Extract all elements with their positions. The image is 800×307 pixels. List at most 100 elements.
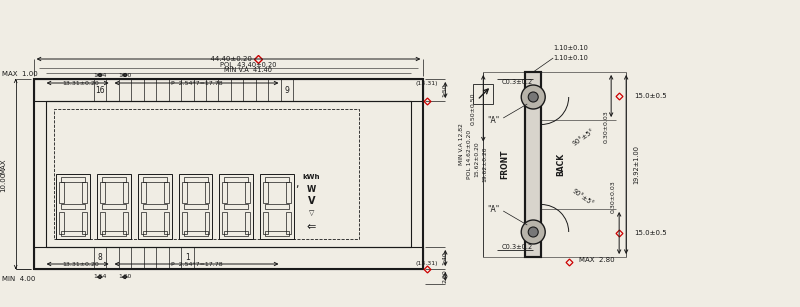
Text: 10.00: 10.00 (1, 172, 6, 192)
Bar (286, 212, 291, 234)
Bar (526, 72, 542, 257)
Bar (225, 204, 249, 209)
Bar (97, 174, 130, 239)
Text: 44.40±0.20: 44.40±0.20 (206, 56, 251, 62)
Text: BACK: BACK (557, 153, 566, 176)
Bar (163, 182, 169, 203)
Text: MIN V.A 12.82: MIN V.A 12.82 (458, 123, 464, 165)
Text: C0.3±0.2: C0.3±0.2 (502, 244, 533, 250)
Text: 16: 16 (95, 86, 105, 95)
Bar (178, 174, 213, 239)
Bar (246, 212, 250, 234)
Text: 1.50: 1.50 (442, 83, 448, 97)
Text: 13.31±0.20: 13.31±0.20 (62, 80, 99, 86)
Text: 15.0±0.5: 15.0±0.5 (634, 230, 666, 236)
Bar (142, 177, 166, 182)
Text: 19.92±1.00: 19.92±1.00 (633, 145, 639, 184)
Bar (34, 79, 423, 269)
Text: V: V (308, 196, 315, 206)
Bar (182, 182, 186, 203)
Text: W: W (306, 185, 316, 193)
Bar (122, 212, 127, 234)
Bar (225, 177, 249, 182)
Bar (266, 204, 290, 209)
Bar (266, 177, 290, 182)
Text: 1: 1 (185, 254, 190, 262)
Bar (526, 72, 542, 257)
Bar (222, 212, 227, 234)
Text: MAX: MAX (1, 158, 6, 174)
Bar (263, 212, 269, 234)
Text: POL  43.40±0.20: POL 43.40±0.20 (220, 62, 277, 68)
Bar (142, 231, 166, 236)
Text: (13.31): (13.31) (415, 262, 438, 266)
Text: ,: , (296, 179, 299, 189)
Circle shape (528, 92, 538, 102)
Text: 13.31±0.20: 13.31±0.20 (62, 262, 99, 266)
Text: MIN V.A  41.40: MIN V.A 41.40 (225, 67, 273, 73)
Text: "A": "A" (487, 204, 499, 213)
Bar (183, 231, 207, 236)
Bar (61, 231, 85, 236)
Text: 9: 9 (285, 86, 290, 95)
Bar (163, 212, 169, 234)
Text: 1.40: 1.40 (442, 251, 448, 265)
Bar (82, 182, 86, 203)
Bar (141, 212, 146, 234)
Text: MIN  4.00: MIN 4.00 (2, 276, 35, 282)
Text: kWh: kWh (302, 174, 320, 180)
Bar (263, 182, 269, 203)
Bar (58, 212, 64, 234)
Bar (102, 204, 126, 209)
Text: MAX  1.00: MAX 1.00 (2, 71, 38, 77)
Bar (102, 231, 126, 236)
Bar (138, 174, 171, 239)
Circle shape (522, 220, 546, 244)
Bar (141, 182, 146, 203)
Bar (56, 174, 90, 239)
Text: FRONT: FRONT (501, 150, 510, 179)
Bar (225, 231, 249, 236)
Bar (99, 182, 105, 203)
Bar (205, 212, 210, 234)
Text: 1.10±0.10: 1.10±0.10 (554, 45, 588, 51)
Text: C0.3±0.2: C0.3±0.2 (502, 79, 533, 85)
Circle shape (528, 227, 538, 237)
Bar (182, 212, 186, 234)
Bar (261, 174, 294, 239)
Text: MAX  2.80: MAX 2.80 (579, 257, 615, 263)
Bar (61, 177, 85, 182)
Text: 0.30±0.03: 0.30±0.03 (604, 111, 609, 143)
Circle shape (522, 85, 546, 109)
Text: 0.30±0.03: 0.30±0.03 (610, 181, 616, 213)
Text: ⇐: ⇐ (306, 222, 316, 232)
Text: "A": "A" (487, 115, 499, 125)
Text: 1.54: 1.54 (93, 72, 106, 77)
Bar (34, 79, 423, 101)
Bar (222, 182, 227, 203)
Bar (61, 204, 85, 209)
Bar (286, 182, 291, 203)
Bar (34, 247, 423, 269)
Text: 1.10±0.10: 1.10±0.10 (554, 55, 588, 61)
Bar (58, 182, 64, 203)
Text: POL 14.62±0.20: POL 14.62±0.20 (466, 130, 472, 179)
Text: 15.0±0.5: 15.0±0.5 (634, 93, 666, 99)
Bar (205, 182, 210, 203)
Bar (474, 84, 494, 104)
Bar (183, 177, 207, 182)
Bar (82, 212, 86, 234)
Text: 2.00: 2.00 (442, 270, 448, 283)
Bar (142, 204, 166, 209)
Bar (122, 182, 127, 203)
Text: (13.31): (13.31) (415, 80, 438, 86)
Bar (246, 182, 250, 203)
Text: 90°±5°: 90°±5° (571, 127, 595, 146)
Text: 1.54: 1.54 (93, 274, 106, 279)
Text: ▽: ▽ (309, 210, 314, 216)
Text: P  2.54*7=17.78: P 2.54*7=17.78 (170, 80, 222, 86)
Text: 19.62±0.20: 19.62±0.20 (482, 146, 488, 182)
Text: 90°±5°: 90°±5° (571, 187, 595, 207)
Bar (266, 231, 290, 236)
Text: 1.00: 1.00 (118, 72, 131, 77)
